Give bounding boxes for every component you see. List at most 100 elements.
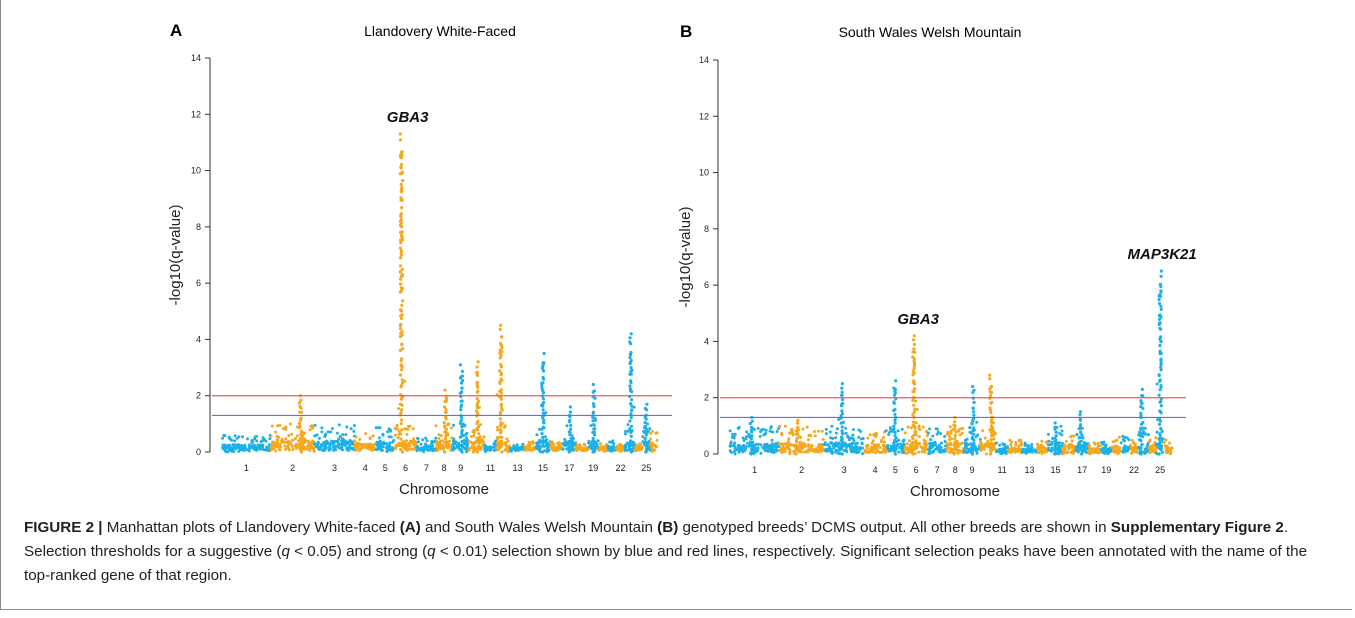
- caption-q-variable: q: [427, 543, 436, 560]
- data-point: [465, 444, 469, 448]
- data-point: [569, 423, 573, 428]
- data-point: [412, 440, 416, 444]
- data-point: [1158, 422, 1162, 426]
- data-point: [436, 449, 439, 452]
- data-point: [912, 347, 916, 351]
- y-tick-label: 8: [196, 222, 201, 232]
- data-point: [475, 380, 479, 384]
- data-point: [611, 441, 615, 444]
- data-point: [767, 447, 771, 451]
- data-point: [416, 437, 420, 440]
- data-point: [504, 444, 508, 447]
- data-point: [877, 443, 881, 447]
- data-point: [400, 287, 404, 291]
- data-point: [382, 440, 386, 444]
- data-point: [498, 327, 502, 331]
- data-point: [400, 368, 404, 372]
- data-point: [247, 448, 251, 452]
- data-point: [649, 431, 652, 435]
- caption-text-3: genotyped breeds’ DCMS output. All other…: [678, 519, 1111, 536]
- data-point: [488, 447, 492, 451]
- data-point: [1020, 443, 1024, 447]
- data-point: [451, 446, 455, 450]
- data-point: [541, 397, 546, 401]
- data-point: [418, 448, 422, 452]
- data-point: [310, 446, 314, 450]
- data-point: [371, 434, 375, 438]
- data-point: [606, 444, 610, 448]
- data-point: [223, 443, 227, 447]
- data-point: [1045, 440, 1049, 444]
- data-point: [1157, 443, 1161, 446]
- data-point: [442, 421, 446, 425]
- data-point: [398, 442, 402, 446]
- data-point: [1118, 449, 1122, 453]
- data-point: [543, 435, 547, 439]
- data-point: [424, 436, 428, 440]
- data-point: [451, 448, 455, 452]
- data-point: [435, 442, 439, 446]
- data-point: [837, 452, 841, 455]
- data-point: [978, 437, 982, 441]
- data-point: [892, 400, 896, 404]
- data-point: [844, 446, 848, 449]
- data-point: [1070, 439, 1074, 443]
- data-point: [965, 437, 969, 441]
- data-point: [780, 431, 783, 435]
- data-point: [766, 449, 770, 453]
- data-point: [541, 415, 545, 420]
- data-point: [892, 427, 896, 431]
- data-point: [629, 350, 633, 355]
- data-point: [444, 427, 448, 431]
- data-point: [629, 372, 633, 376]
- data-point: [299, 440, 303, 444]
- data-point: [587, 440, 591, 444]
- data-point: [731, 432, 734, 436]
- data-point: [759, 451, 763, 455]
- data-point: [1156, 418, 1160, 422]
- data-point: [615, 446, 619, 450]
- data-point: [643, 421, 647, 425]
- data-point: [342, 439, 346, 443]
- data-point: [752, 445, 756, 448]
- data-point: [505, 446, 509, 450]
- data-point: [893, 440, 896, 444]
- data-point: [1076, 450, 1080, 454]
- data-point: [970, 422, 974, 426]
- data-point: [989, 438, 993, 442]
- data-point: [326, 430, 330, 434]
- data-point: [500, 450, 504, 454]
- data-point: [820, 445, 824, 449]
- data-point: [873, 451, 877, 455]
- data-point: [992, 447, 996, 451]
- data-point: [1084, 447, 1088, 451]
- data-point: [233, 439, 237, 443]
- data-point: [413, 443, 417, 447]
- x-tick-label: 7: [935, 465, 940, 475]
- data-point: [227, 435, 231, 439]
- data-point: [1076, 444, 1080, 447]
- data-point: [972, 410, 976, 414]
- data-point: [989, 444, 993, 448]
- data-point: [546, 446, 550, 449]
- data-point: [447, 439, 451, 443]
- x-tick-label: 6: [403, 463, 408, 473]
- data-point: [833, 444, 836, 448]
- data-point: [645, 441, 649, 445]
- data-point: [630, 408, 634, 412]
- data-point: [751, 440, 755, 444]
- data-point: [290, 432, 294, 436]
- data-point: [1139, 404, 1143, 409]
- data-point: [298, 410, 302, 414]
- data-point: [481, 439, 485, 443]
- data-point: [398, 132, 402, 136]
- data-point: [744, 437, 748, 441]
- data-point: [352, 429, 356, 433]
- data-point: [808, 434, 812, 438]
- caption-supplementary-link[interactable]: Supplementary Figure 2: [1110, 519, 1284, 536]
- data-point: [922, 438, 926, 442]
- data-point: [643, 425, 647, 429]
- data-point: [1001, 449, 1005, 453]
- data-point: [504, 441, 507, 445]
- data-point: [912, 448, 916, 452]
